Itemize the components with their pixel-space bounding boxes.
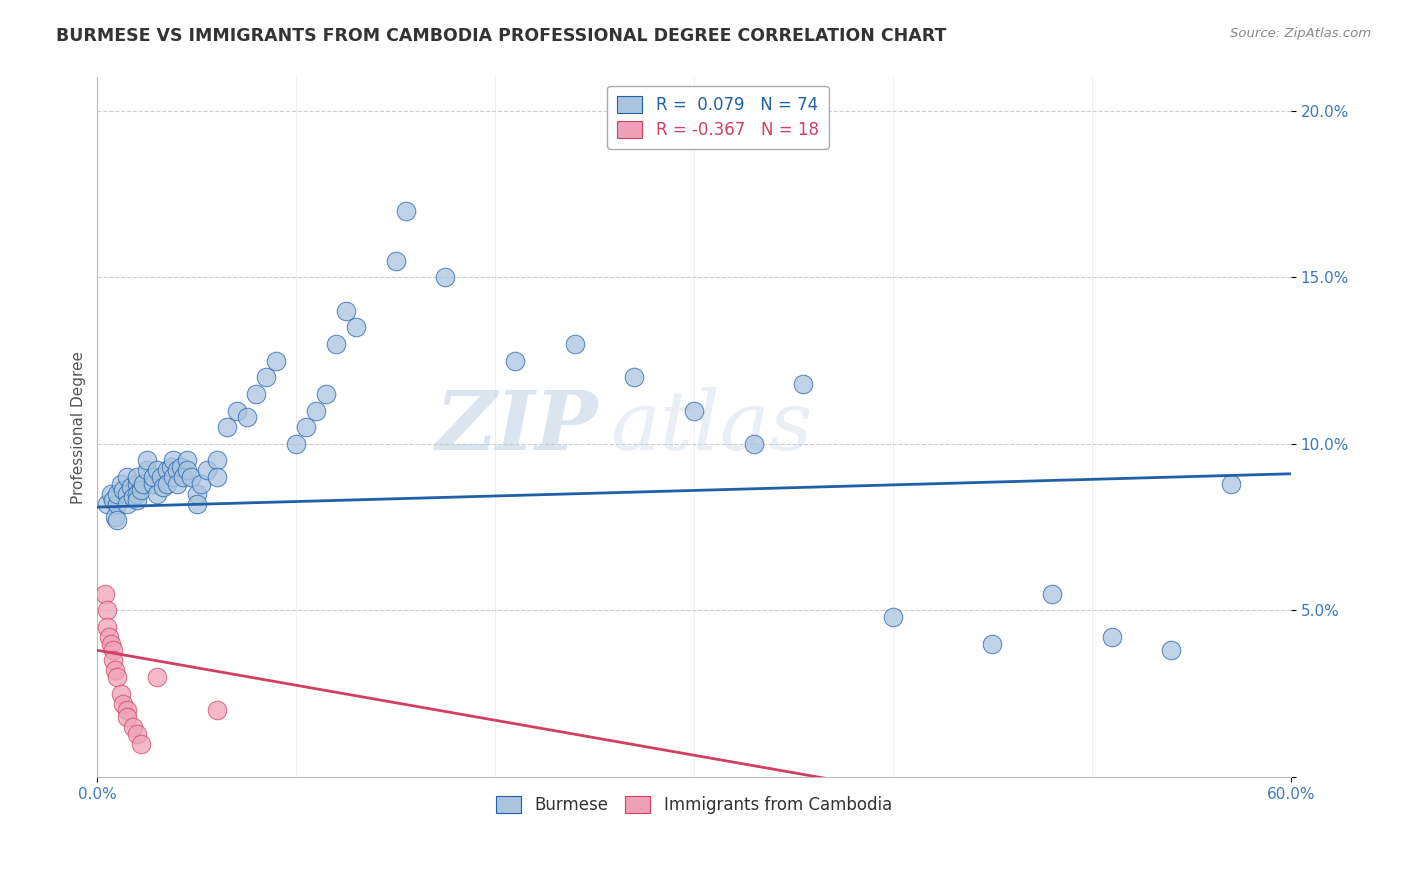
Point [254, 370, 277, 384]
Point [105, 670, 128, 684]
Point [127, 476, 149, 491]
Point [104, 663, 127, 677]
Point [150, 470, 173, 484]
Point [142, 476, 165, 491]
Point [335, 303, 357, 318]
Point [105, 513, 128, 527]
Point [110, 476, 132, 491]
Point [1101, 630, 1123, 644]
Point [105, 487, 128, 501]
Point [225, 403, 247, 417]
Point [742, 437, 765, 451]
Point [205, 453, 228, 467]
Point [136, 453, 159, 467]
Point [235, 410, 257, 425]
Point [103, 493, 125, 508]
Point [295, 420, 318, 434]
Point [96, 603, 118, 617]
Point [792, 376, 814, 391]
Point [136, 463, 159, 477]
Point [120, 480, 142, 494]
Point [115, 710, 138, 724]
Point [180, 470, 202, 484]
Point [162, 470, 184, 484]
Point [176, 463, 198, 477]
Point [683, 403, 706, 417]
Point [1040, 587, 1063, 601]
Point [100, 637, 122, 651]
Point [152, 480, 174, 494]
Point [112, 697, 135, 711]
Point [105, 497, 128, 511]
Point [162, 453, 184, 467]
Point [384, 253, 406, 268]
Point [115, 497, 138, 511]
Point [103, 643, 125, 657]
Point [129, 483, 152, 498]
Point [205, 703, 228, 717]
Point [305, 403, 328, 417]
Point [98, 630, 121, 644]
Point [129, 737, 152, 751]
Point [96, 497, 118, 511]
Point [103, 653, 125, 667]
Point [132, 476, 155, 491]
Legend: Burmese, Immigrants from Cambodia: Burmese, Immigrants from Cambodia [486, 787, 901, 824]
Point [160, 460, 183, 475]
Point [186, 487, 208, 501]
Point [981, 637, 1004, 651]
Point [215, 420, 238, 434]
Point [127, 493, 149, 508]
Point [96, 620, 118, 634]
Point [156, 463, 179, 477]
Point [285, 437, 308, 451]
Point [142, 470, 165, 484]
Point [266, 353, 288, 368]
Text: BURMESE VS IMMIGRANTS FROM CAMBODIA PROFESSIONAL DEGREE CORRELATION CHART: BURMESE VS IMMIGRANTS FROM CAMBODIA PROF… [56, 27, 946, 45]
Point [166, 463, 188, 477]
Point [882, 610, 904, 624]
Point [186, 497, 208, 511]
Point [115, 470, 138, 484]
Point [100, 487, 122, 501]
Point [127, 726, 149, 740]
Point [172, 470, 194, 484]
Point [122, 490, 145, 504]
Point [146, 463, 169, 477]
Point [156, 476, 179, 491]
Point [166, 476, 188, 491]
Point [176, 453, 198, 467]
Point [110, 687, 132, 701]
Point [503, 353, 526, 368]
Point [127, 470, 149, 484]
Point [190, 476, 212, 491]
Point [245, 387, 267, 401]
Point [195, 463, 218, 477]
Point [146, 670, 169, 684]
Point [434, 270, 457, 285]
Point [122, 720, 145, 734]
Point [1160, 643, 1182, 657]
Point [205, 470, 228, 484]
Point [112, 483, 135, 498]
Point [104, 510, 127, 524]
Point [315, 387, 337, 401]
Point [344, 320, 367, 334]
Point [146, 487, 169, 501]
Point [115, 703, 138, 717]
Text: Source: ZipAtlas.com: Source: ZipAtlas.com [1230, 27, 1371, 40]
Point [623, 370, 645, 384]
Point [94, 587, 117, 601]
Point [1220, 476, 1243, 491]
Point [115, 487, 138, 501]
Point [170, 460, 193, 475]
Y-axis label: Professional Degree: Professional Degree [72, 351, 86, 504]
Text: ZIP: ZIP [436, 387, 599, 467]
Text: atlas: atlas [610, 387, 813, 467]
Point [564, 337, 586, 351]
Point [325, 337, 347, 351]
Point [127, 487, 149, 501]
Point [395, 203, 418, 218]
